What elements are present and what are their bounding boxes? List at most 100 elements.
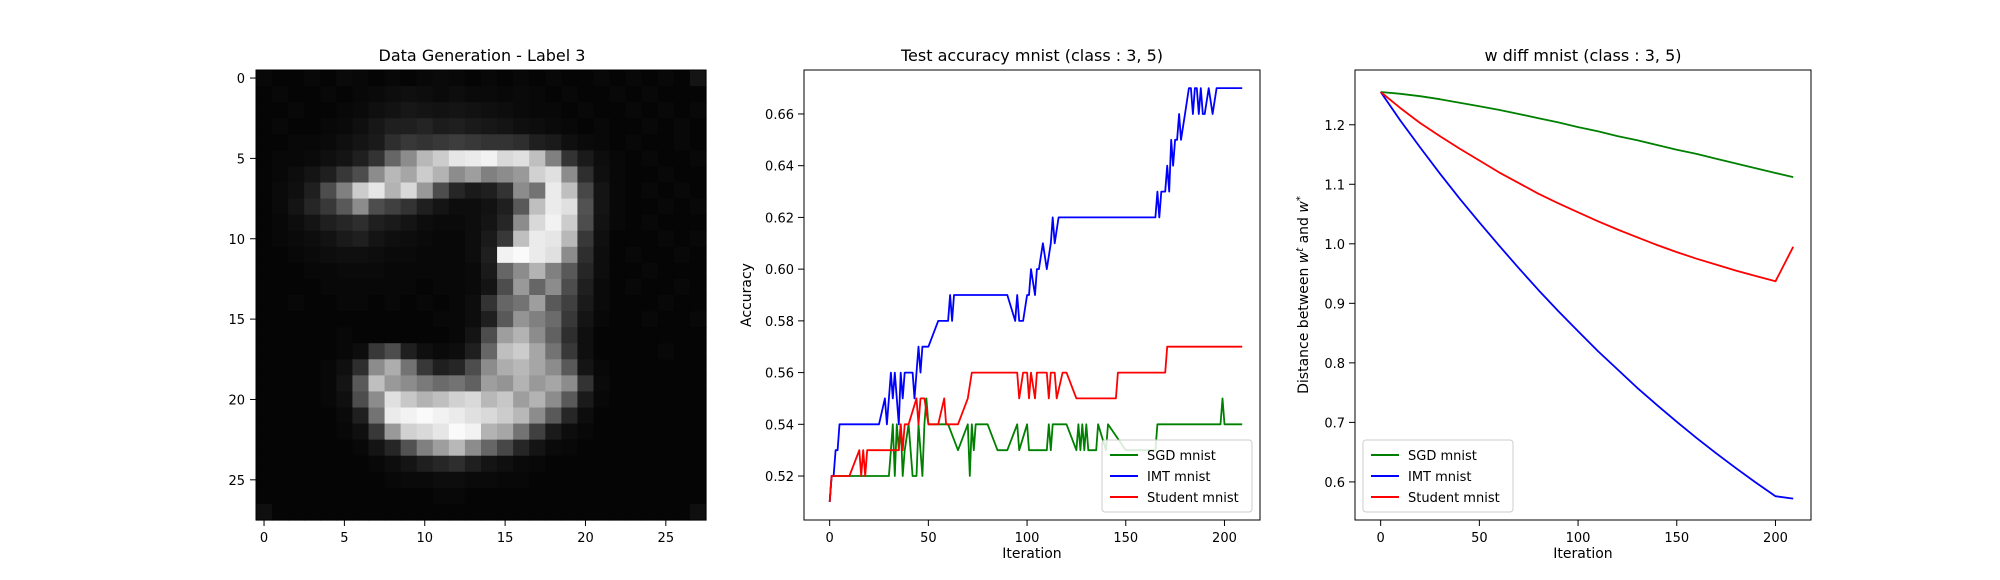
image-pixel bbox=[497, 407, 514, 425]
image-pixel bbox=[464, 214, 482, 232]
image-pixel bbox=[272, 455, 289, 473]
image-pixel bbox=[464, 311, 482, 328]
image-pixel bbox=[288, 262, 305, 280]
image-pixel bbox=[272, 375, 289, 393]
image-pixel bbox=[304, 471, 321, 489]
image-pixel bbox=[561, 423, 579, 441]
image-pixel bbox=[625, 327, 643, 344]
image-pixel bbox=[689, 134, 707, 151]
image-pixel bbox=[288, 407, 305, 425]
image-pixel bbox=[352, 471, 370, 489]
image-pixel bbox=[320, 487, 337, 505]
image-pixel bbox=[657, 150, 675, 168]
image-pixel bbox=[352, 166, 370, 184]
image-pixel bbox=[288, 86, 305, 103]
image-pixel bbox=[368, 198, 386, 216]
wdiff-ylabel-wt: w bbox=[1296, 251, 1312, 263]
image-pixel bbox=[384, 391, 402, 409]
image-pixel bbox=[288, 311, 305, 328]
image-pixel bbox=[481, 439, 498, 457]
image-pixel bbox=[593, 503, 611, 521]
image-pixel bbox=[689, 311, 707, 328]
image-pixel bbox=[657, 455, 675, 473]
wdiff-x-tick-label: 150 bbox=[1664, 531, 1689, 546]
image-pixel bbox=[481, 166, 498, 184]
image-pixel bbox=[464, 407, 482, 425]
image-pixel bbox=[497, 455, 514, 473]
image-pixel bbox=[448, 278, 466, 296]
image-pixel bbox=[256, 230, 273, 248]
image-pixel bbox=[609, 407, 627, 425]
image-pixel bbox=[625, 278, 643, 296]
image-pixel bbox=[625, 182, 643, 200]
accuracy-y-tick-label: 0.52 bbox=[765, 470, 794, 485]
image-pixel bbox=[625, 198, 643, 216]
image-pixel bbox=[689, 471, 707, 489]
image-pixel bbox=[561, 198, 579, 216]
image-pixel bbox=[545, 407, 562, 425]
image-pixel bbox=[320, 471, 337, 489]
image-y-tick-label: 0 bbox=[237, 72, 245, 87]
image-pixel bbox=[497, 198, 514, 216]
image-pixel bbox=[304, 487, 321, 505]
image-pixel bbox=[432, 391, 450, 409]
image-pixel bbox=[609, 311, 627, 328]
image-pixel bbox=[336, 246, 354, 264]
image-pixel bbox=[400, 391, 418, 409]
image-pixel bbox=[513, 86, 530, 103]
image-pixel bbox=[320, 70, 337, 87]
image-pixel bbox=[336, 118, 354, 135]
image-pixel bbox=[448, 70, 466, 87]
wdiff-legend-label: SGD mnist bbox=[1408, 449, 1477, 464]
image-pixel bbox=[625, 487, 643, 505]
image-pixel bbox=[545, 375, 562, 393]
image-pixel bbox=[561, 134, 579, 151]
image-pixel bbox=[481, 182, 498, 200]
image-pixel bbox=[577, 407, 595, 425]
image-pixel bbox=[609, 327, 627, 344]
image-pixel bbox=[400, 262, 418, 280]
image-pixel bbox=[545, 198, 562, 216]
image-pixel bbox=[561, 118, 579, 135]
image-pixel bbox=[320, 455, 337, 473]
image-pixel bbox=[593, 166, 611, 184]
image-pixel bbox=[416, 359, 434, 376]
image-pixel bbox=[497, 246, 514, 264]
image-pixel bbox=[545, 278, 562, 296]
image-pixels bbox=[256, 70, 707, 521]
image-pixel bbox=[625, 503, 643, 521]
image-pixel bbox=[481, 375, 498, 393]
image-pixel bbox=[609, 359, 627, 376]
image-pixel bbox=[657, 391, 675, 409]
image-pixel bbox=[513, 407, 530, 425]
image-pixel bbox=[256, 311, 273, 328]
image-pixel bbox=[352, 327, 370, 344]
image-pixel bbox=[352, 262, 370, 280]
image-pixel bbox=[577, 230, 595, 248]
image-pixel bbox=[609, 391, 627, 409]
image-pixel bbox=[529, 278, 546, 296]
image-pixel bbox=[641, 391, 659, 409]
image-pixel bbox=[513, 262, 530, 280]
image-pixel bbox=[336, 166, 354, 184]
image-pixel bbox=[272, 230, 289, 248]
image-pixel bbox=[304, 246, 321, 264]
image-pixel bbox=[304, 182, 321, 200]
image-pixel bbox=[416, 471, 434, 489]
image-pixel bbox=[673, 86, 691, 103]
image-pixel bbox=[641, 487, 659, 505]
image-pixel bbox=[432, 343, 450, 360]
image-x-tick-label: 20 bbox=[577, 531, 594, 546]
image-pixel bbox=[304, 359, 321, 376]
image-pixel bbox=[561, 503, 579, 521]
image-pixel bbox=[513, 311, 530, 328]
image-pixel bbox=[513, 102, 530, 119]
image-pixel bbox=[641, 439, 659, 457]
image-pixel bbox=[529, 375, 546, 393]
image-pixel bbox=[448, 198, 466, 216]
image-pixel bbox=[625, 246, 643, 264]
image-pixel bbox=[593, 278, 611, 296]
wdiff-series-line-2 bbox=[1380, 91, 1795, 283]
image-pixel bbox=[673, 503, 691, 521]
image-pixel bbox=[561, 327, 579, 344]
